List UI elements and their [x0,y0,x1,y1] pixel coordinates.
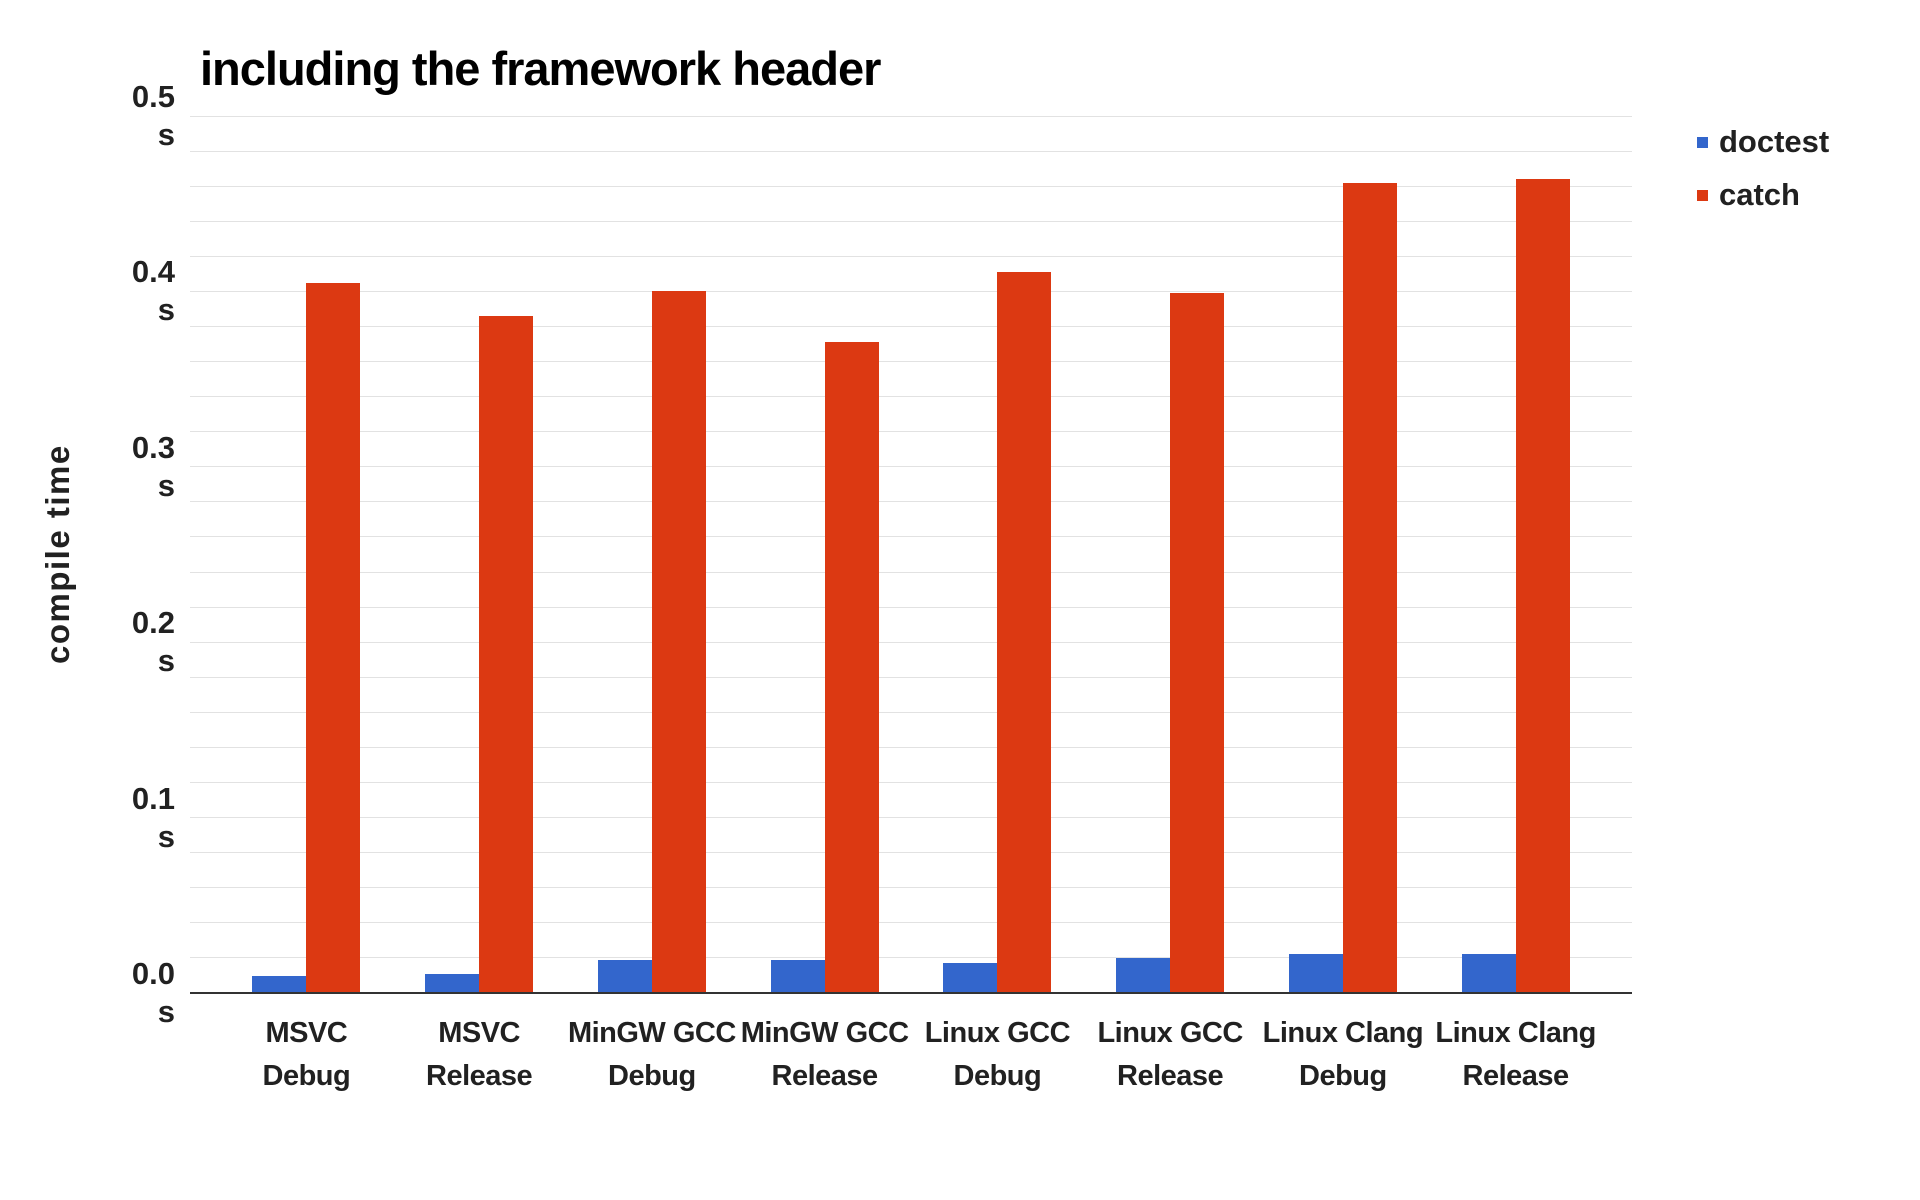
bar-catch-1 [479,316,534,993]
y-tick-label: 0.2 s [131,605,175,679]
gridline [190,676,1632,678]
bar-doctest-3 [770,959,825,993]
legend-item-doctest: doctest [1697,124,1829,160]
bar-catch-0 [306,282,361,993]
gridline [190,957,1632,959]
gridline [190,255,1632,257]
x-category-label: MinGW GCC Release [740,1017,909,1092]
x-axis-baseline [190,992,1632,994]
x-category-label: Linux Clang Release [1435,1017,1596,1092]
bar-catch-6 [1342,182,1397,993]
bar-doctest-5 [1116,957,1171,993]
legend-label-doctest: doctest [1719,124,1830,159]
bar-catch-2 [651,291,706,993]
gridline [190,887,1632,889]
gridline [190,817,1632,819]
x-category-label: Linux Clang Debug [1262,1017,1424,1092]
gridline [190,746,1632,748]
y-tick-label: 0.5 s [131,79,175,152]
bar-doctest-1 [425,973,480,993]
gridline [190,606,1632,608]
x-category-label: MinGW GCC Debug [567,1017,736,1092]
bar-doctest-6 [1288,954,1343,993]
bar-doctest-7 [1461,954,1516,993]
x-category-label: MSVC Debug [262,1017,351,1092]
legend-label-catch: catch [1719,177,1800,212]
gridline [190,711,1632,713]
bar-doctest-2 [597,959,652,993]
y-tick-label: 0.4 s [131,254,175,328]
y-tick-label: 0.0 s [131,956,175,1029]
gridline [190,922,1632,924]
chart-title: including the framework header [200,42,881,95]
legend-swatch-doctest [1697,136,1708,148]
y-tick-label: 0.1 s [131,780,175,854]
gridline [190,782,1632,784]
gridline [190,150,1632,152]
gridline [190,641,1632,643]
gridline [190,466,1632,468]
gridline [190,115,1632,117]
plot-area [190,115,1632,994]
legend-swatch-catch [1697,189,1708,201]
bar-catch-7 [1515,179,1570,993]
gridline [190,571,1632,573]
y-tick-label: 0.3 s [131,429,175,503]
bar-catch-5 [1170,293,1225,993]
x-category-label: MSVC Release [426,1017,533,1092]
gridline [190,852,1632,854]
gridline [190,220,1632,222]
gridline [190,290,1632,292]
gridline [190,325,1632,327]
gridline [190,536,1632,538]
bar-catch-4 [997,272,1052,993]
gridline [190,396,1632,398]
gridline [190,501,1632,503]
legend-item-catch: catch [1697,177,1829,213]
y-axis-title: compile time [39,444,76,665]
gridline [190,431,1632,433]
bar-doctest-4 [943,963,998,993]
x-category-label: Linux GCC Release [1097,1017,1243,1092]
gridline [190,361,1632,363]
bar-catch-3 [824,342,879,993]
bar-doctest-0 [252,975,307,993]
x-category-label: Linux GCC Debug [924,1017,1071,1092]
gridline [190,185,1632,187]
legend: doctest catch [1697,124,1829,230]
